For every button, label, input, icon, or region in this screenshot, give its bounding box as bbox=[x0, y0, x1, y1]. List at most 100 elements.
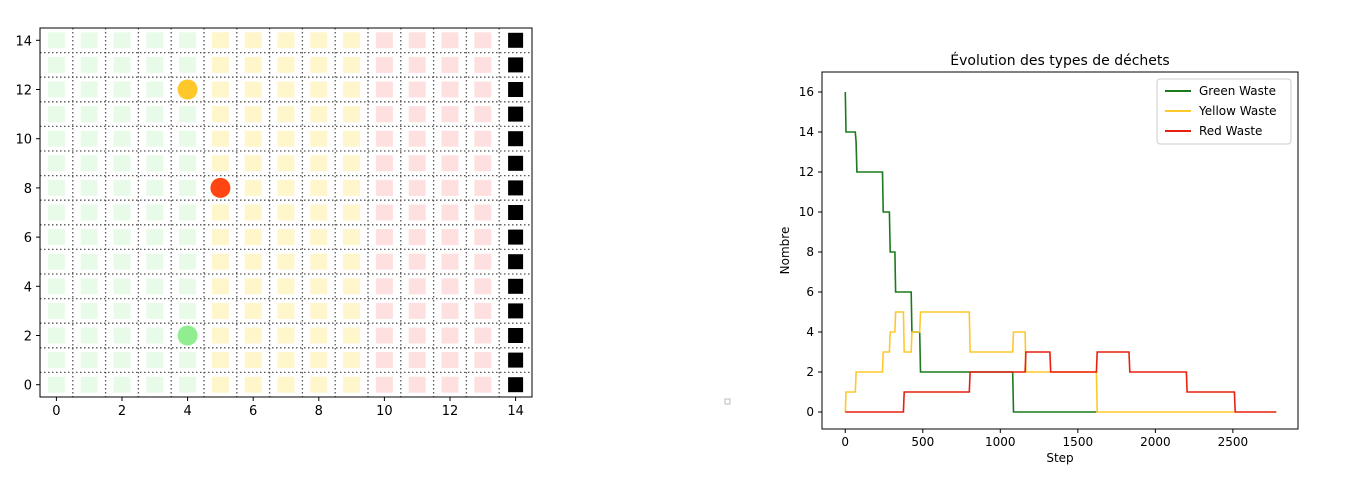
disposal-cell bbox=[508, 82, 524, 97]
y-tick-label: 2 bbox=[24, 330, 32, 345]
zone-cell-yellow bbox=[310, 130, 328, 147]
zone-cell-red bbox=[375, 81, 393, 98]
zone-cell-red bbox=[375, 106, 393, 123]
zone-cell-green bbox=[146, 327, 164, 344]
zone-cell-yellow bbox=[244, 376, 262, 393]
zone-cell-green bbox=[80, 32, 98, 49]
series-line-yellow-waste bbox=[844, 311, 1235, 413]
zone-cell-green bbox=[47, 155, 65, 172]
zone-cell-yellow bbox=[277, 302, 295, 319]
zone-cell-yellow bbox=[343, 253, 361, 270]
zone-cell-green bbox=[179, 204, 197, 221]
zone-cell-green bbox=[146, 278, 164, 295]
zone-cell-green bbox=[179, 352, 197, 369]
zone-cell-yellow bbox=[277, 376, 295, 393]
agent-marker bbox=[177, 79, 198, 100]
zone-cell-yellow bbox=[211, 376, 229, 393]
zone-cell-yellow bbox=[310, 302, 328, 319]
zone-cell-green bbox=[113, 106, 131, 123]
zone-cell-green bbox=[113, 229, 131, 246]
zone-cell-yellow bbox=[277, 253, 295, 270]
zone-cell-yellow bbox=[277, 179, 295, 196]
grid-world-chart: 0 2 4 6 8 10 12 14 0 2 4 6 8 10 12 14 bbox=[15, 27, 533, 419]
zone-cell-green bbox=[113, 302, 131, 319]
zone-cell-red bbox=[375, 278, 393, 295]
zone-cell-green bbox=[146, 302, 164, 319]
zone-cell-yellow bbox=[211, 81, 229, 98]
zone-cell-yellow bbox=[277, 352, 295, 369]
zone-cell-yellow bbox=[211, 278, 229, 295]
zone-cell-green bbox=[113, 155, 131, 172]
zone-cell-green bbox=[113, 204, 131, 221]
zone-cell-green bbox=[146, 155, 164, 172]
zone-cell-red bbox=[441, 327, 459, 344]
zone-cell-red bbox=[474, 352, 492, 369]
zone-cell-yellow bbox=[244, 32, 262, 49]
zone-cell-yellow bbox=[277, 229, 295, 246]
disposal-cell bbox=[508, 155, 524, 171]
y-tick-label: 14 bbox=[799, 125, 814, 139]
zone-cell-yellow bbox=[343, 81, 361, 98]
zone-cell-yellow bbox=[211, 130, 229, 147]
zone-cell-red bbox=[375, 352, 393, 369]
zone-cell-red bbox=[375, 376, 393, 393]
zone-cell-red bbox=[408, 130, 426, 147]
disposal-cell bbox=[508, 180, 524, 196]
zone-cell-green bbox=[179, 155, 197, 172]
zone-cell-yellow bbox=[244, 130, 262, 147]
zone-cell-green bbox=[179, 56, 197, 73]
zone-cell-green bbox=[179, 278, 197, 295]
x-tick-label: 8 bbox=[315, 404, 323, 419]
disposal-cell bbox=[508, 131, 524, 147]
zone-cell-green bbox=[47, 278, 65, 295]
zone-cell-yellow bbox=[244, 352, 262, 369]
zone-cell-red bbox=[441, 253, 459, 270]
zone-cell-green bbox=[47, 352, 65, 369]
zone-cell-green bbox=[146, 253, 164, 270]
zone-cell-green bbox=[113, 327, 131, 344]
zone-cell-red bbox=[408, 352, 426, 369]
zone-cell-yellow bbox=[310, 32, 328, 49]
zone-cell-red bbox=[474, 56, 492, 73]
y-tick-label: 14 bbox=[15, 34, 32, 49]
zone-cell-green bbox=[113, 376, 131, 393]
zone-cell-yellow bbox=[277, 81, 295, 98]
zone-cell-red bbox=[375, 32, 393, 49]
zone-cell-yellow bbox=[211, 155, 229, 172]
zone-cell-green bbox=[80, 179, 98, 196]
zone-cell-green bbox=[80, 81, 98, 98]
zone-cell-yellow bbox=[343, 106, 361, 123]
agent-marker bbox=[177, 325, 198, 346]
zone-cell-green bbox=[146, 352, 164, 369]
zone-cell-red bbox=[474, 130, 492, 147]
zone-cell-green bbox=[179, 32, 197, 49]
zone-cell-red bbox=[408, 229, 426, 246]
y-tick-label: 6 bbox=[24, 231, 32, 246]
zone-cell-red bbox=[441, 204, 459, 221]
zone-cell-green bbox=[80, 204, 98, 221]
x-tick-label: 10 bbox=[376, 404, 393, 419]
plot-frame bbox=[821, 71, 1299, 430]
y-tick-label: 4 bbox=[806, 325, 814, 339]
zone-cell-green bbox=[179, 106, 197, 123]
zone-cell-red bbox=[474, 327, 492, 344]
x-tick-label: 2500 bbox=[1218, 435, 1249, 449]
zone-cell-green bbox=[47, 229, 65, 246]
y-tick-label: 6 bbox=[806, 285, 814, 299]
disposal-cell bbox=[508, 328, 524, 343]
zone-cell-red bbox=[408, 81, 426, 98]
resize-handle-icon bbox=[724, 398, 731, 405]
zone-cell-yellow bbox=[310, 229, 328, 246]
y-tick-label: 2 bbox=[806, 365, 814, 379]
zone-cell-yellow bbox=[310, 376, 328, 393]
zone-cell-green bbox=[179, 229, 197, 246]
zone-cell-yellow bbox=[244, 81, 262, 98]
zone-cell-yellow bbox=[310, 204, 328, 221]
disposal-cell bbox=[508, 377, 524, 393]
agent-marker bbox=[210, 177, 231, 198]
zone-cell-yellow bbox=[244, 106, 262, 123]
zone-cell-yellow bbox=[343, 179, 361, 196]
zone-cell-yellow bbox=[310, 106, 328, 123]
zone-cell-yellow bbox=[343, 155, 361, 172]
